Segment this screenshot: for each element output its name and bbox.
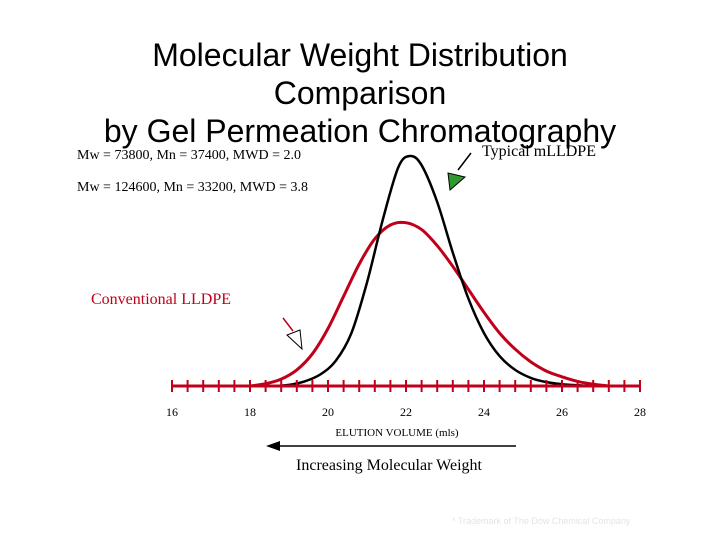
x-tick-label: 22: [400, 405, 412, 419]
x-tick-label: 16: [166, 405, 178, 419]
molecular-weight-arrow: [266, 441, 516, 451]
mw-arrow-head: [266, 441, 280, 451]
mlldpe-curve: [273, 154, 594, 388]
trademark-footnote: * Trademark of The Dow Chemical Company: [452, 516, 631, 526]
title-line-2: Comparison: [273, 75, 447, 111]
mlldpe-label: Typical mLLDPE: [482, 143, 596, 160]
title-line-1: Molecular Weight Distribution: [152, 37, 568, 73]
mw-arrow-caption: Increasing Molecular Weight: [296, 457, 482, 474]
conventional-label: Conventional LLDPE: [91, 291, 231, 308]
x-tick-label: 24: [478, 405, 490, 419]
pointer-arrows: [282, 152, 472, 351]
x-tick-label: 20: [322, 405, 334, 419]
x-tick-label: 18: [244, 405, 256, 419]
conventional-pointer-line: [282, 317, 294, 332]
mlldpe-stats-annotation: Mw = 73800, Mn = 37400, MWD = 2.0: [77, 148, 301, 163]
x-axis: 16 18 20 22 24 26 28: [166, 380, 646, 419]
title-line-3: by Gel Permeation Chromatography: [103, 113, 617, 149]
curves-layer: [249, 154, 609, 388]
mlldpe-pointer-head: [447, 172, 467, 191]
mlldpe-pointer-line: [457, 152, 472, 171]
chart-title: Molecular Weight Distribution Comparison…: [0, 36, 720, 150]
conventional-pointer-head: [286, 329, 303, 351]
conventional-stats-annotation: Mw = 124600, Mn = 33200, MWD = 3.8: [77, 180, 308, 195]
conventional-lldpe-curve: [249, 220, 609, 388]
x-axis-label: ELUTION VOLUME (mls): [335, 427, 459, 439]
x-tick-label: 26: [556, 405, 568, 419]
x-tick-label: 28: [634, 405, 646, 419]
